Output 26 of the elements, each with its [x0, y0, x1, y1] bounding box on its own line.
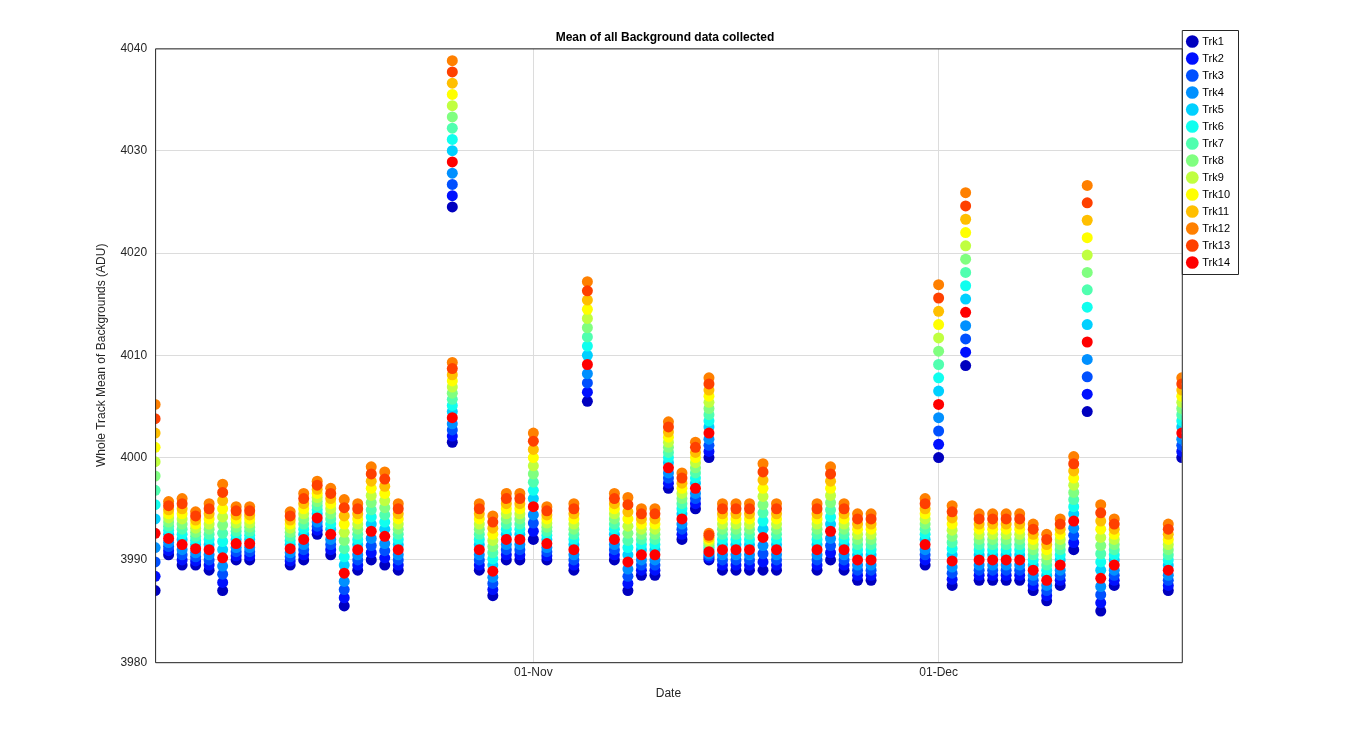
y-tick-label: 4020 [120, 245, 148, 260]
y-tick-label: 4030 [120, 143, 148, 158]
legend-label: Trk13 [1202, 238, 1231, 251]
legend-label: Trk1 [1202, 34, 1224, 47]
x-tick-label: 01-Dec [919, 664, 958, 679]
legend-label: Trk4 [1202, 85, 1224, 98]
legend-label: Trk3 [1202, 68, 1224, 81]
legend-label: Trk2 [1202, 51, 1224, 64]
chart-title: Mean of all Background data collected [555, 29, 775, 44]
legend-label: Trk12 [1202, 221, 1231, 234]
legend-label: Trk6 [1202, 119, 1224, 132]
legend-label: Trk11 [1202, 204, 1230, 217]
legend-label: Trk8 [1202, 153, 1224, 166]
x-axis-title: Date [655, 686, 682, 701]
y-tick-label: 4040 [120, 40, 148, 55]
legend-label: Trk5 [1202, 102, 1224, 115]
y-tick-label: 4010 [120, 347, 148, 362]
y-tick-label: 3980 [120, 654, 148, 669]
legend-label: Trk14 [1202, 255, 1231, 268]
legend-label: Trk10 [1202, 187, 1231, 200]
y-tick-label: 3990 [120, 552, 148, 567]
y-axis-title: Whole Track Mean of Backgrounds (ADU) [93, 243, 108, 468]
x-tick-label: 01-Nov [514, 664, 553, 679]
y-tick-label: 4000 [120, 449, 148, 464]
legend-label: Trk9 [1202, 170, 1224, 183]
legend-label: Trk7 [1202, 136, 1224, 149]
